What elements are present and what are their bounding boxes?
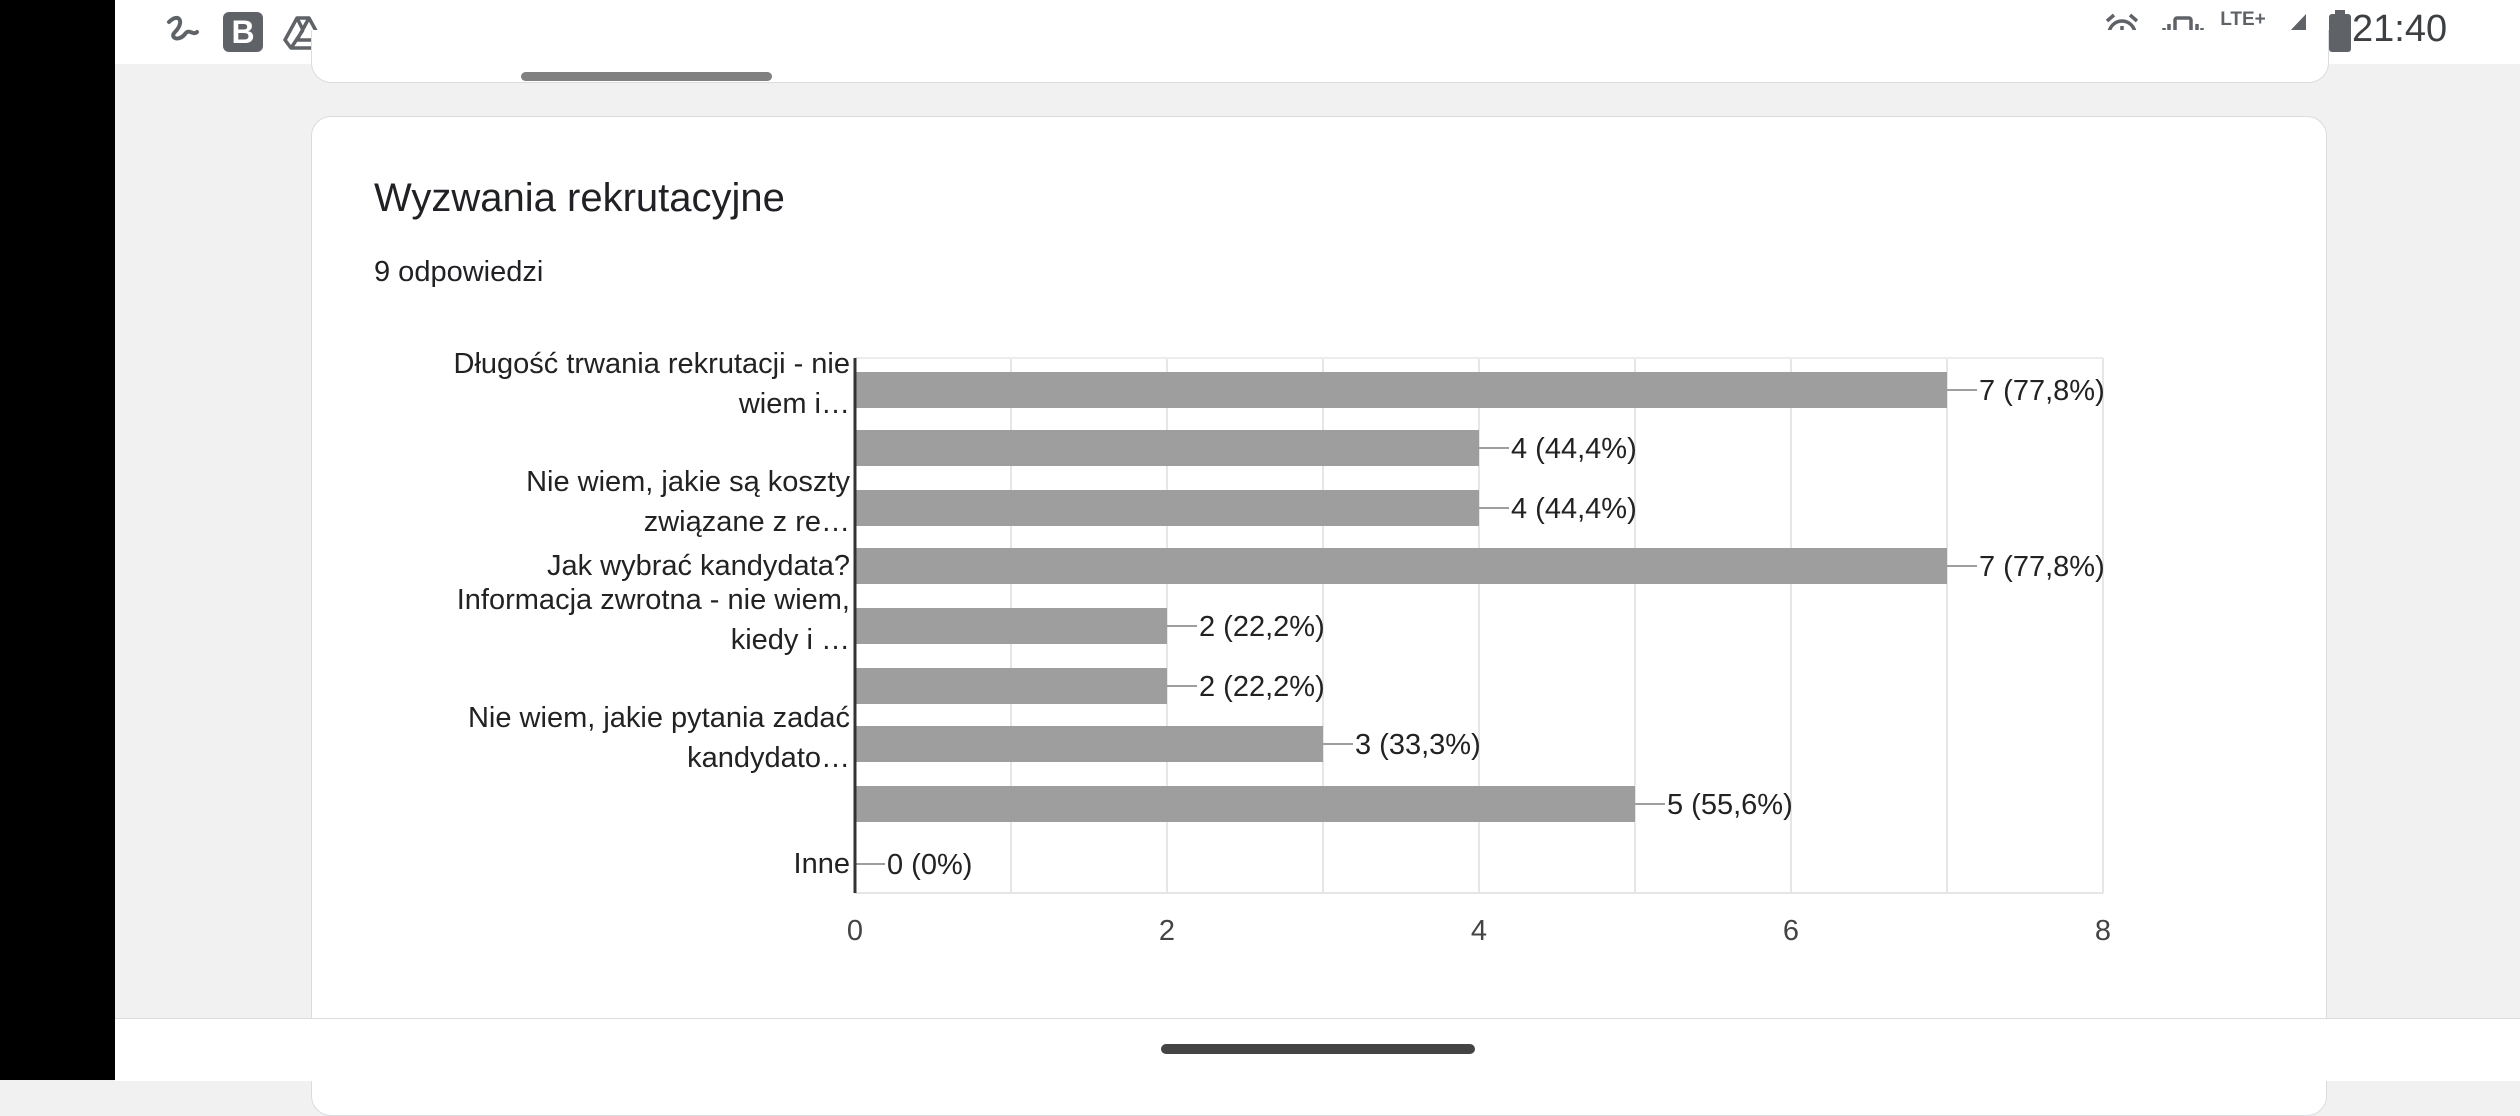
left-black-edge [0, 0, 115, 1080]
status-time: 21:40 [2352, 8, 2448, 50]
category-label: Nie wiem, jakie pytania zadać [467, 702, 850, 734]
category-label: Inne [793, 848, 850, 880]
category-label: kiedy i … [730, 624, 850, 656]
category-label: związane z re… [643, 506, 850, 538]
bar [855, 372, 1947, 408]
data-label: 4 (44,4%) [1511, 493, 1637, 525]
horizontal-scrollbar[interactable] [521, 72, 772, 81]
data-label: 4 (44,4%) [1511, 433, 1637, 465]
category-label: Jak wybrać kandydata? [546, 550, 850, 582]
category-label: Długość trwania rekrutacji - nie [453, 348, 850, 380]
category-label: Nie wiem, jakie są koszty [526, 466, 850, 498]
question-card [311, 116, 2327, 1116]
response-count: 9 odpowiedzi [374, 256, 544, 288]
bold-b-app-icon: B [223, 12, 263, 52]
category-label: kandydato… [687, 742, 850, 774]
x-tick-label: 2 [1159, 915, 1175, 947]
battery-icon [2329, 10, 2351, 52]
data-label: 2 (22,2%) [1199, 611, 1325, 643]
data-label: 3 (33,3%) [1355, 729, 1481, 761]
x-tick-label: 4 [1471, 915, 1487, 947]
signature-icon [167, 15, 199, 41]
x-tick-label: 0 [847, 915, 863, 947]
bar [855, 430, 1479, 466]
bar [855, 548, 1947, 584]
data-label: 7 (77,8%) [1979, 551, 2105, 583]
bar [855, 726, 1323, 762]
data-label: 2 (22,2%) [1199, 671, 1325, 703]
data-label: 5 (55,6%) [1667, 789, 1793, 821]
bar [855, 786, 1635, 822]
category-label: wiem i… [738, 388, 850, 420]
bar-chart: 7 (77,8%) 4 (44,4%) 4 (44,4%) 7 (77,8%) 2 (2… [847, 357, 2111, 947]
bar [855, 490, 1479, 526]
question-title: Wyzwania rekrutacyjne [374, 176, 785, 220]
x-tick-label: 8 [2095, 915, 2111, 947]
home-gesture-pill[interactable] [1161, 1044, 1475, 1054]
x-tick-label: 6 [1783, 915, 1799, 947]
bar [855, 668, 1167, 704]
category-label: Informacja zwrotna - nie wiem, [456, 584, 850, 616]
network-label: LTE+ [2220, 9, 2266, 30]
data-label: 7 (77,8%) [1979, 375, 2105, 407]
data-label: 0 (0%) [887, 849, 972, 881]
bar [855, 608, 1167, 644]
